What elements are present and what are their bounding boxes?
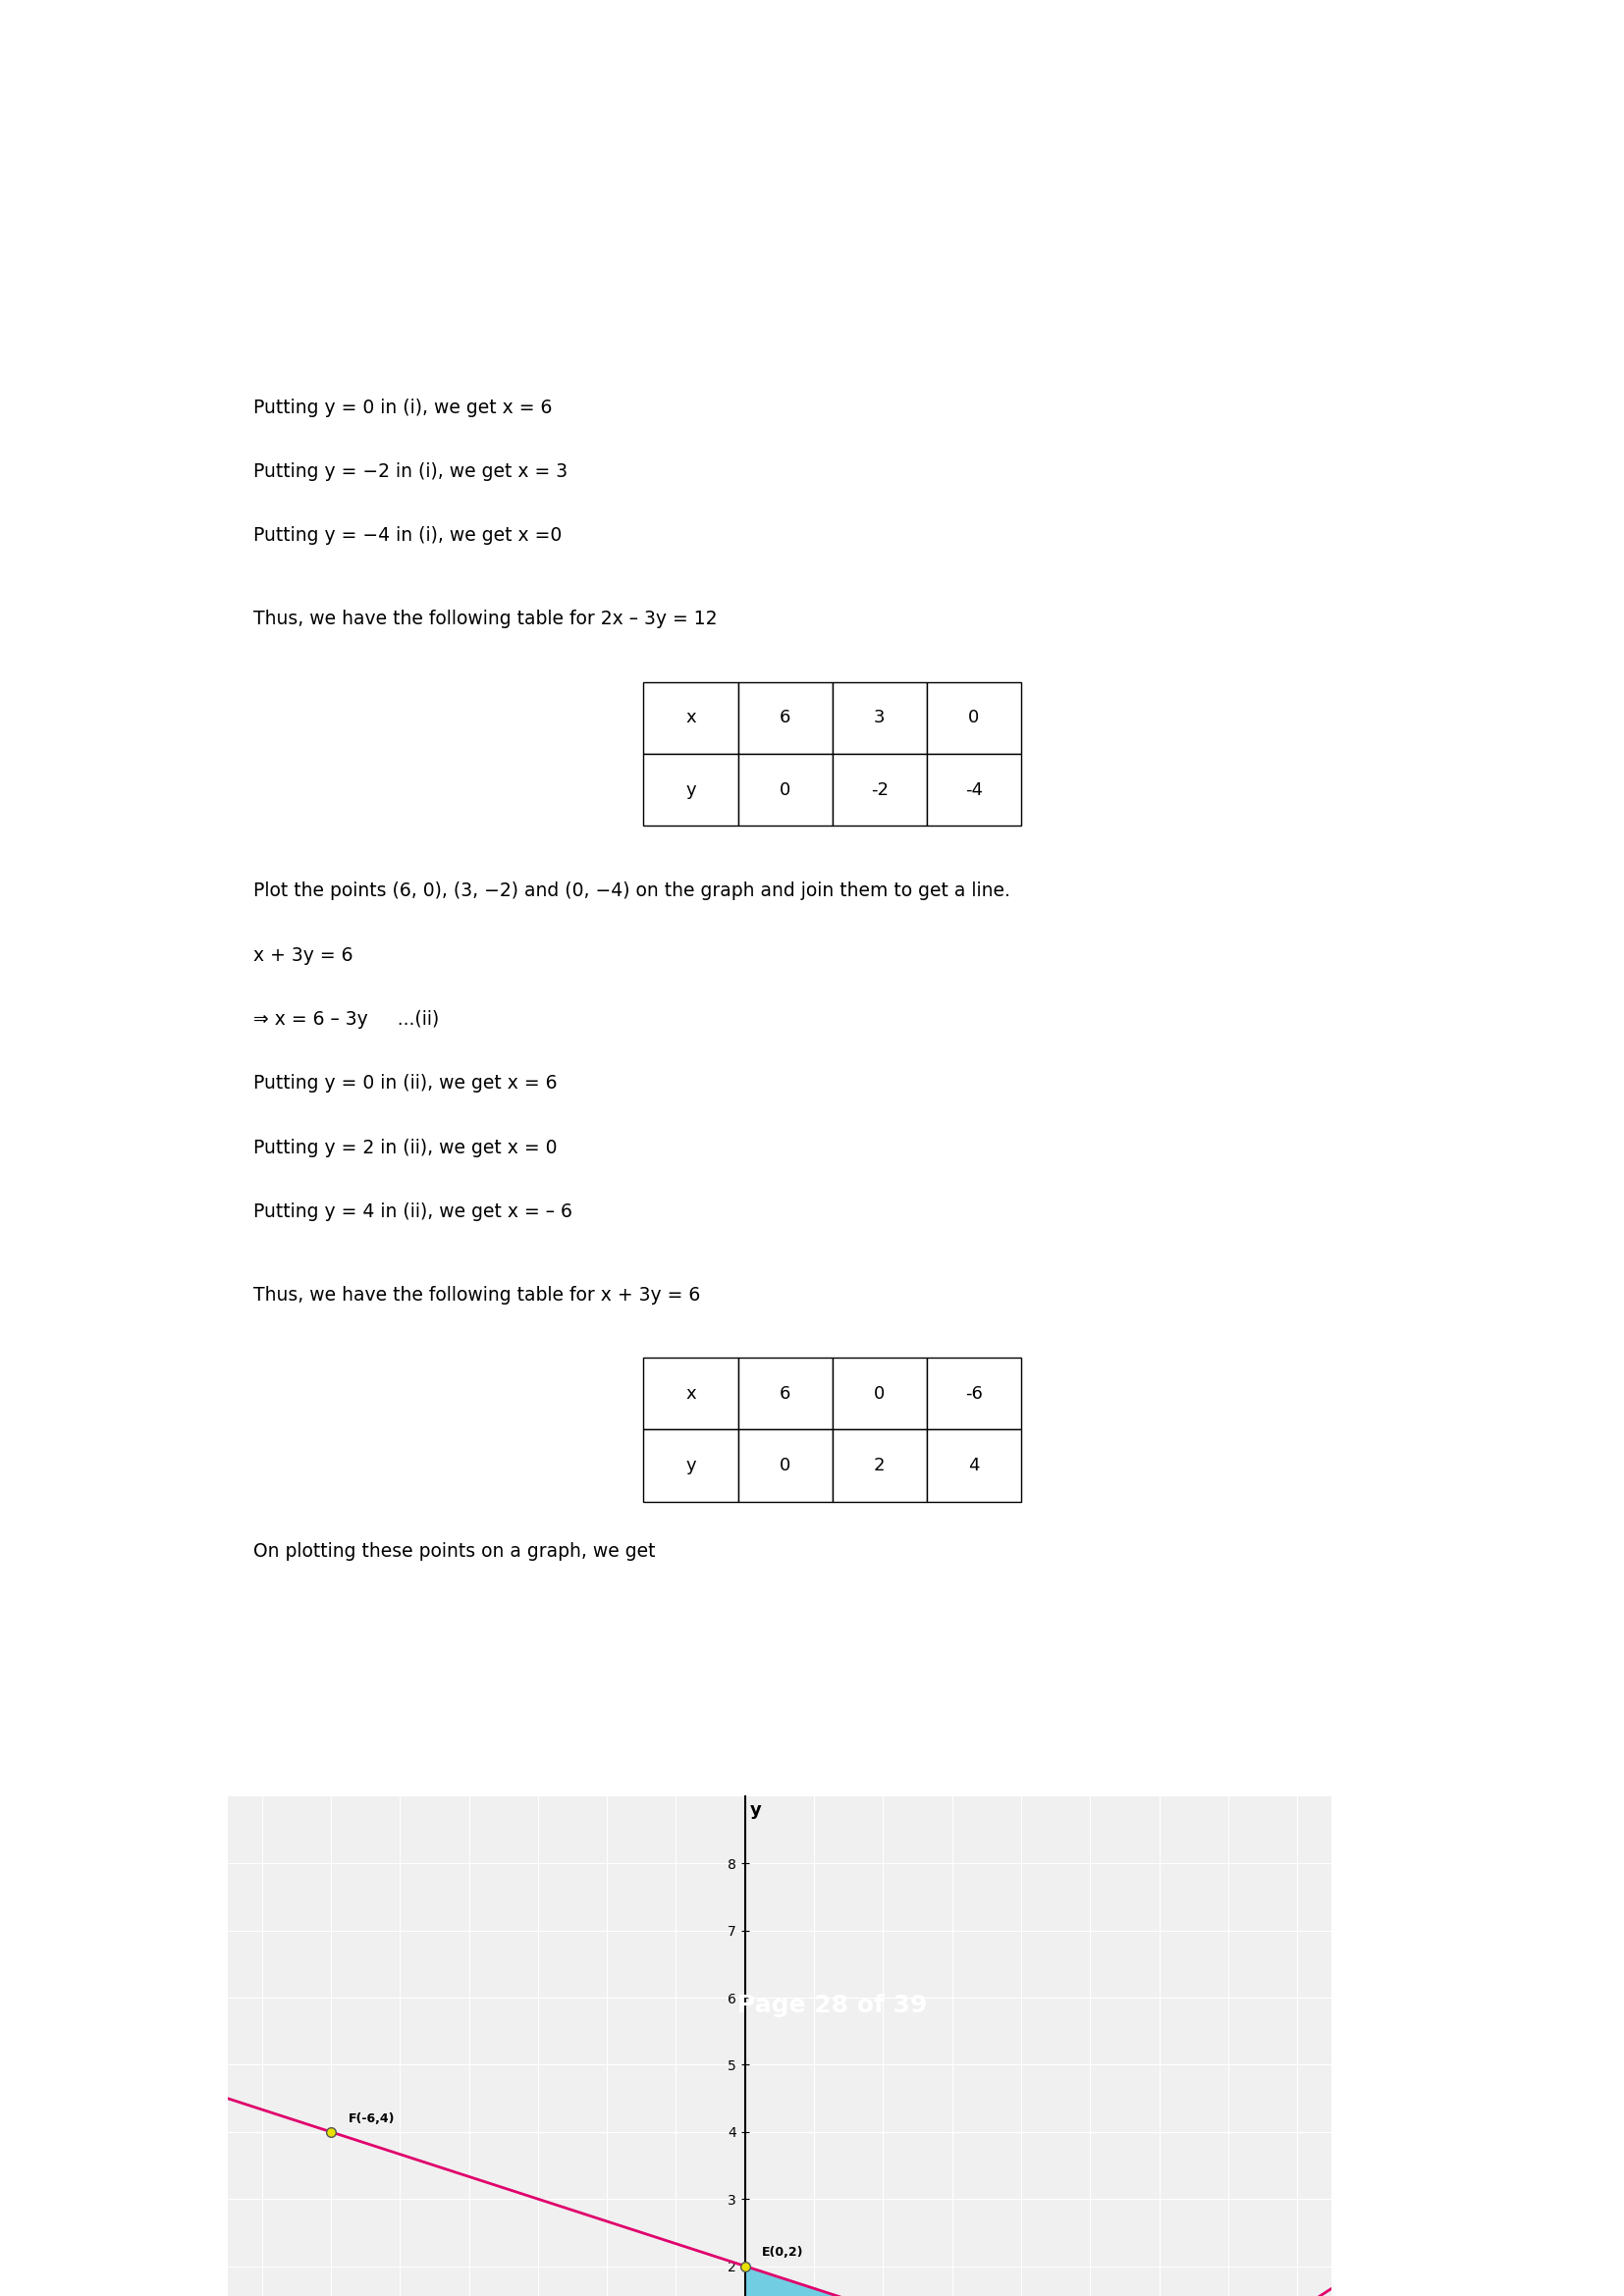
Text: x + 3y = 6: x + 3y = 6 [253, 946, 352, 964]
Text: Chapter 3: Linear Equations in Two Variables: Chapter 3: Linear Equations in Two Varia… [487, 335, 1177, 363]
Text: y: y [750, 1800, 762, 1818]
FancyBboxPatch shape [927, 1430, 1021, 1502]
Text: E(0,2): E(0,2) [762, 2245, 804, 2259]
Text: 4: 4 [968, 1458, 979, 1474]
Text: Class - 10: Class - 10 [758, 278, 906, 305]
FancyBboxPatch shape [927, 1357, 1021, 1430]
FancyBboxPatch shape [737, 753, 833, 827]
Text: Thus, we have the following table for x + 3y = 6: Thus, we have the following table for x … [253, 1286, 700, 1304]
Polygon shape [745, 2266, 1160, 2296]
FancyBboxPatch shape [643, 1357, 737, 1430]
Text: Putting y = −2 in (i), we get x = 3: Putting y = −2 in (i), we get x = 3 [253, 461, 568, 480]
Text: Putting y = 0 in (ii), we get x = 6: Putting y = 0 in (ii), we get x = 6 [253, 1075, 557, 1093]
FancyBboxPatch shape [833, 1430, 927, 1502]
Text: Putting y = 4 in (ii), we get x = – 6: Putting y = 4 in (ii), we get x = – 6 [253, 1203, 572, 1221]
FancyBboxPatch shape [737, 682, 833, 753]
Text: 0: 0 [874, 1384, 885, 1403]
Text: 2: 2 [874, 1458, 885, 1474]
FancyBboxPatch shape [833, 753, 927, 827]
Text: -2: -2 [870, 781, 888, 799]
FancyBboxPatch shape [643, 1430, 737, 1502]
Text: Putting y = −4 in (i), we get x =0: Putting y = −4 in (i), we get x =0 [253, 526, 562, 544]
Text: Putting y = 0 in (i), we get x = 6: Putting y = 0 in (i), we get x = 6 [253, 397, 552, 418]
FancyBboxPatch shape [643, 753, 737, 827]
Text: 0: 0 [780, 781, 791, 799]
Text: Plot the points (6, 0), (3, −2) and (0, −4) on the graph and join them to get a : Plot the points (6, 0), (3, −2) and (0, … [253, 882, 1010, 900]
FancyBboxPatch shape [737, 1430, 833, 1502]
Text: -4: -4 [965, 781, 983, 799]
FancyBboxPatch shape [927, 753, 1021, 827]
Text: y: y [685, 1458, 697, 1474]
FancyBboxPatch shape [737, 1357, 833, 1430]
FancyBboxPatch shape [833, 1357, 927, 1430]
Text: x: x [685, 1384, 697, 1403]
Text: 6: 6 [780, 1384, 791, 1403]
Text: y: y [685, 781, 697, 799]
Text: x: x [685, 709, 697, 726]
Text: Study Path: Study Path [253, 310, 330, 324]
Text: -6: -6 [965, 1384, 983, 1403]
Text: 0: 0 [968, 709, 979, 726]
FancyBboxPatch shape [833, 682, 927, 753]
FancyBboxPatch shape [927, 682, 1021, 753]
Text: 6: 6 [780, 709, 791, 726]
Text: Thus, we have the following table for 2x – 3y = 12: Thus, we have the following table for 2x… [253, 611, 718, 629]
Text: On plotting these points on a graph, we get: On plotting these points on a graph, we … [253, 1543, 656, 1561]
Text: 3: 3 [874, 709, 885, 726]
Text: 0: 0 [780, 1458, 791, 1474]
Text: F(-6,4): F(-6,4) [348, 2112, 395, 2124]
Text: ⇒ x = 6 – 3y     ...(ii): ⇒ x = 6 – 3y ...(ii) [253, 1010, 438, 1029]
Text: Putting y = 2 in (ii), we get x = 0: Putting y = 2 in (ii), we get x = 0 [253, 1139, 557, 1157]
Text: Page 28 of 39: Page 28 of 39 [737, 1993, 927, 2018]
FancyBboxPatch shape [643, 682, 737, 753]
Text: RS Aggarwal Solutions: RS Aggarwal Solutions [641, 305, 1023, 333]
